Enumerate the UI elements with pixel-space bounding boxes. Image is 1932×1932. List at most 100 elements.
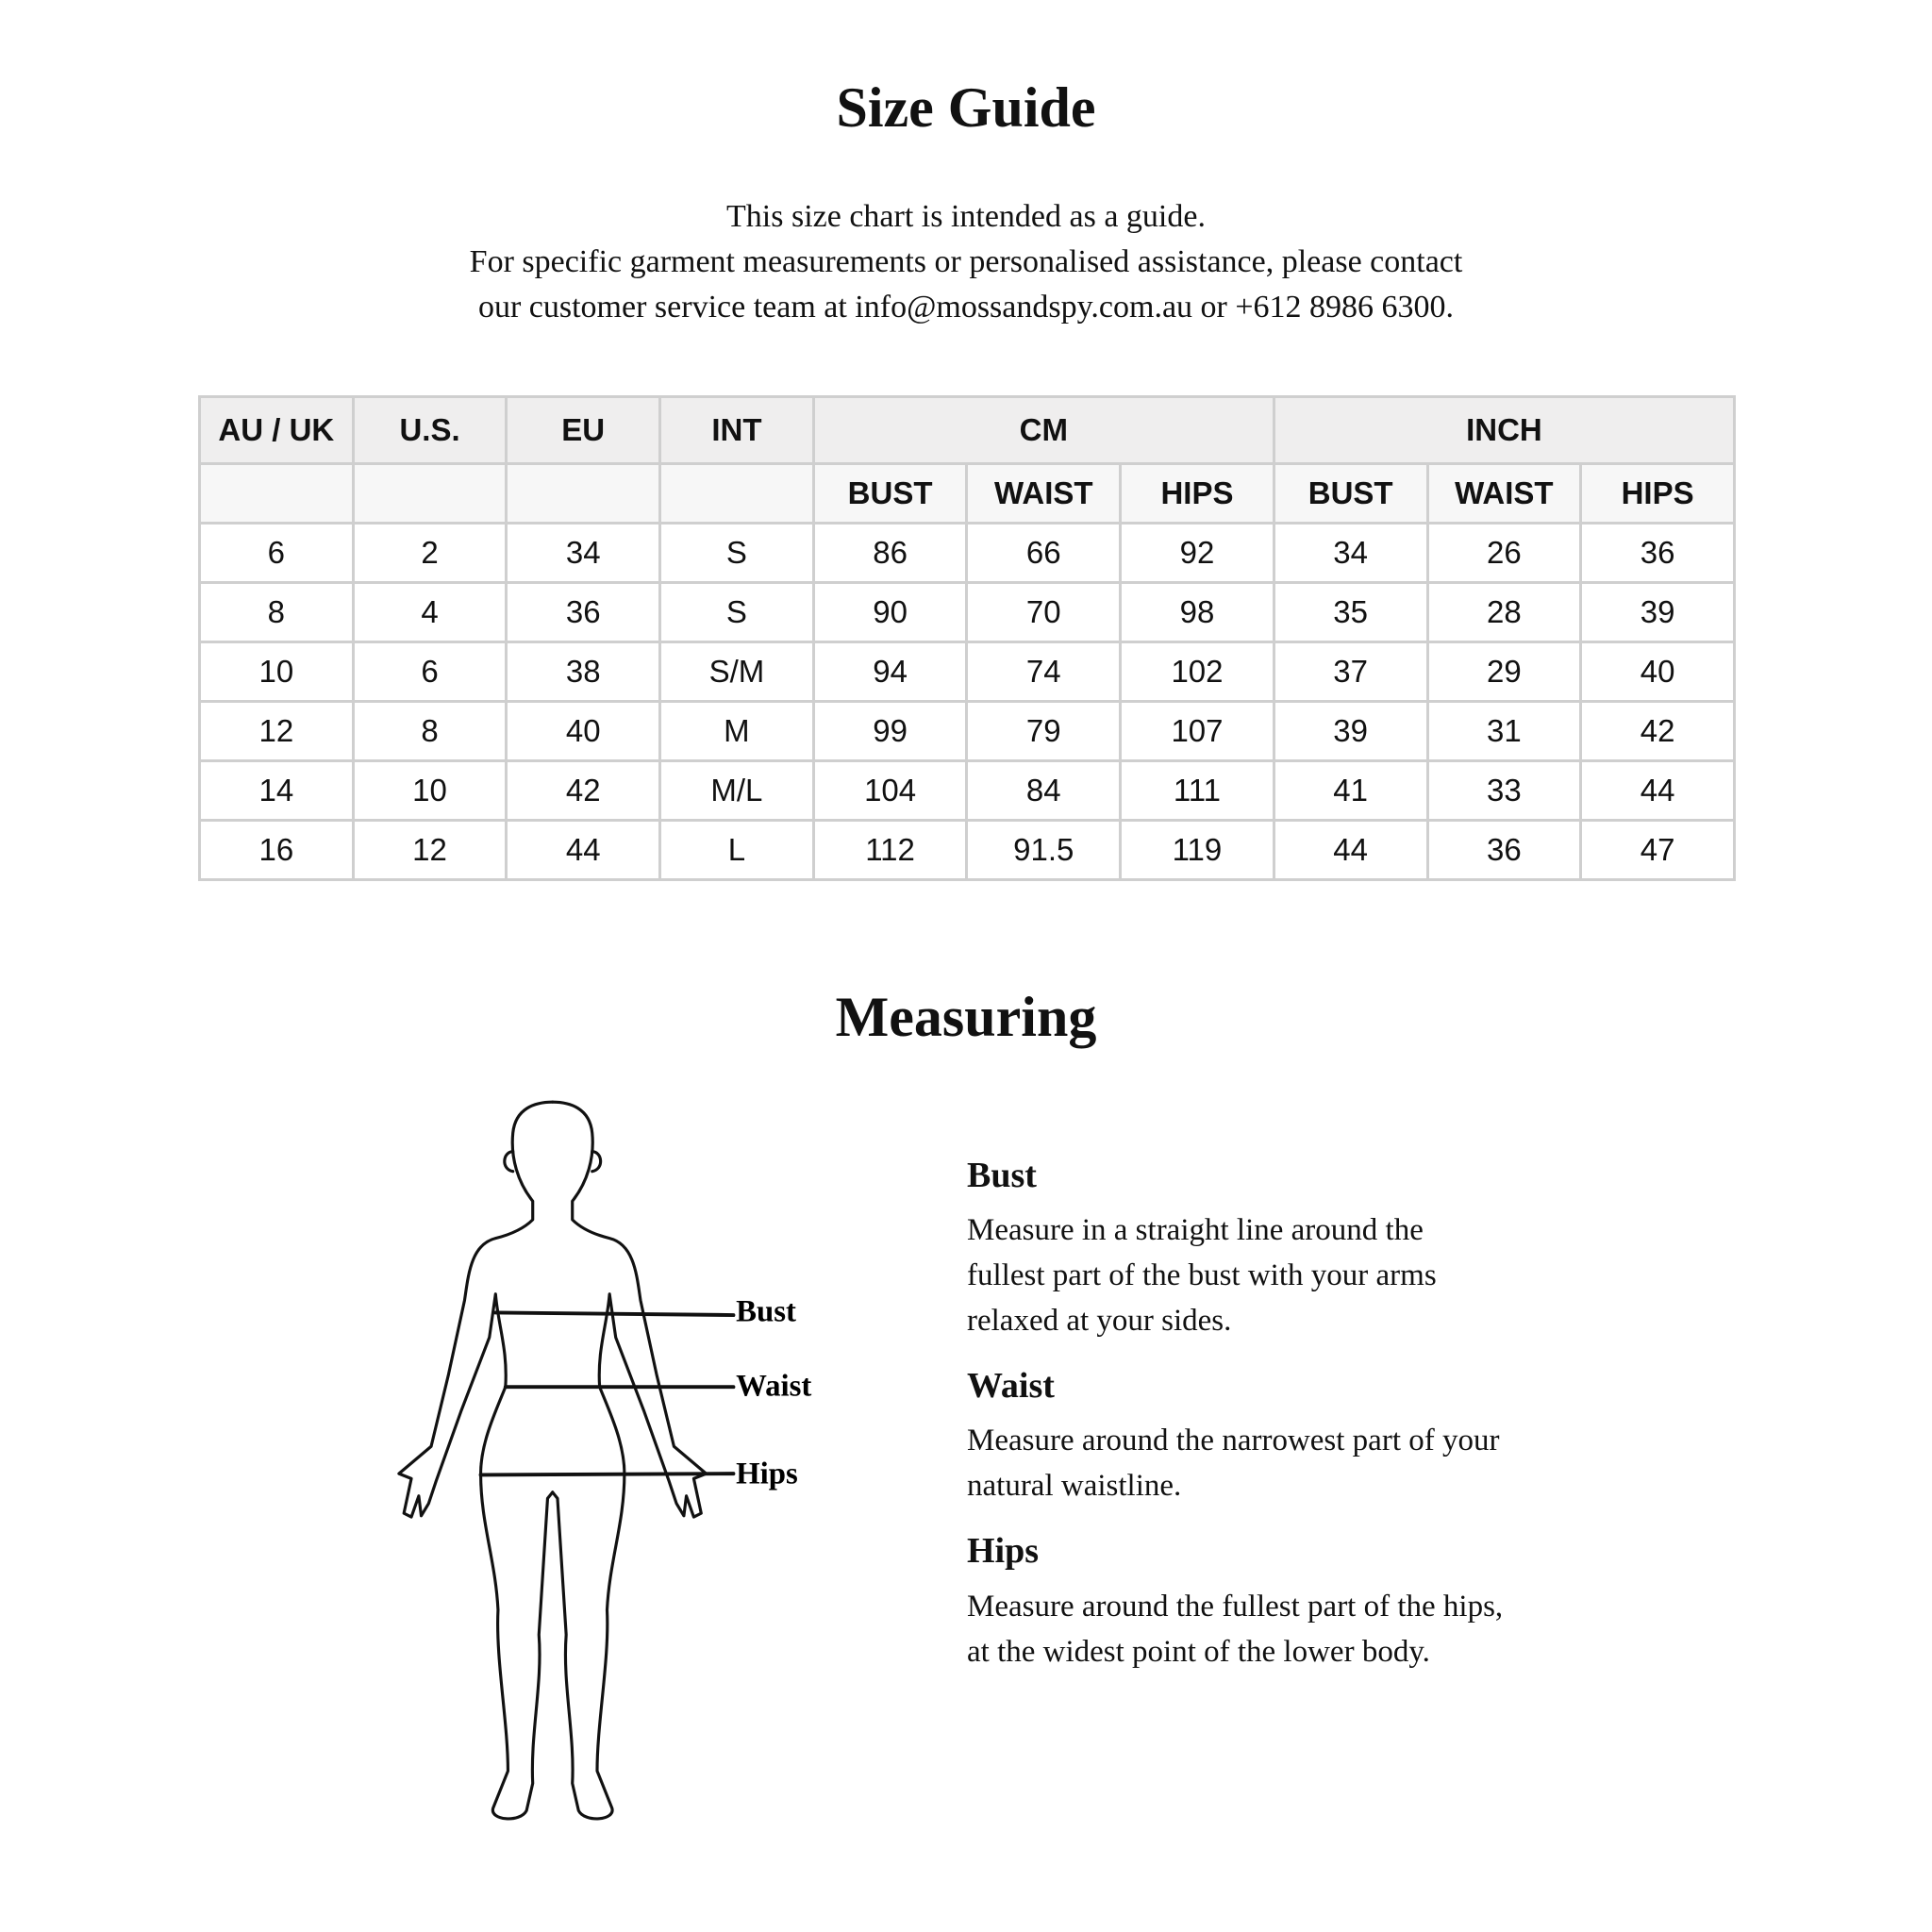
table-cell: 102 [1119, 641, 1275, 703]
table-cell: 79 [965, 700, 1123, 762]
table-cell: 33 [1425, 759, 1583, 822]
size-table: AU / UK U.S. EU INT CM INCH BUST WAIST H… [198, 395, 1737, 881]
subheader-inch-waist: WAIST [1425, 462, 1583, 525]
figure-label-waist: Waist [736, 1369, 811, 1403]
table-cell: 47 [1579, 819, 1736, 881]
table-row: 14 10 42 M/L 104 84 111 41 33 44 [198, 759, 1736, 822]
table-cell: 92 [1119, 522, 1275, 584]
table-cell: M/L [658, 759, 815, 822]
waist-description: Measure around the narrowest part of you… [967, 1418, 1627, 1508]
table-cell: 74 [965, 641, 1123, 703]
table-cell: S/M [658, 641, 815, 703]
table-cell: 2 [351, 522, 508, 584]
table-cell: 99 [811, 700, 969, 762]
table-cell: 28 [1425, 581, 1583, 643]
table-row: 16 12 44 L 112 91.5 119 44 36 47 [198, 819, 1736, 881]
table-cell: 104 [811, 759, 969, 822]
table-cell: 4 [351, 581, 508, 643]
subheader-cm-waist: WAIST [965, 462, 1123, 525]
table-cell: 111 [1119, 759, 1275, 822]
subheader-cm-hips: HIPS [1119, 462, 1275, 525]
table-cell: S [658, 522, 815, 584]
subheader-cm-bust: BUST [811, 462, 969, 525]
text-line: at the widest point of the lower body. [967, 1635, 1430, 1669]
table-cell: 44 [1272, 819, 1429, 881]
table-row: 8 4 36 S 90 70 98 35 28 39 [198, 581, 1736, 643]
body-figure: Bust Waist Hips [397, 1100, 811, 1821]
table-cell: 66 [965, 522, 1123, 584]
header-cm: CM [811, 395, 1275, 465]
table-cell: 94 [811, 641, 969, 703]
intro-text: This size chart is intended as a guide. … [0, 194, 1932, 330]
table-cell: 36 [1425, 819, 1583, 881]
text-line: Measure in a straight line around the [967, 1213, 1424, 1247]
table-cell: 16 [198, 819, 355, 881]
text-line: Measure around the narrowest part of you… [967, 1424, 1500, 1457]
header-us: U.S. [351, 395, 508, 465]
table-cell: M [658, 700, 815, 762]
body-outline-left [397, 1100, 555, 1821]
table-cell: 37 [1272, 641, 1429, 703]
measuring-title: Measuring [835, 986, 1097, 1048]
table-cell: 40 [505, 700, 662, 762]
intro-line: This size chart is intended as a guide. [726, 199, 1206, 234]
table-cell: 8 [351, 700, 508, 762]
table-row: 6 2 34 S 86 66 92 34 26 36 [198, 522, 1736, 584]
table-cell: 41 [1272, 759, 1429, 822]
waist-heading: Waist [967, 1366, 1055, 1406]
hips-heading: Hips [967, 1531, 1040, 1571]
table-cell: 34 [505, 522, 662, 584]
table-cell: 12 [351, 819, 508, 881]
table-cell: 107 [1119, 700, 1275, 762]
text-line: Measure around the fullest part of the h… [967, 1590, 1504, 1624]
table-cell: 98 [1119, 581, 1275, 643]
table-cell: 39 [1272, 700, 1429, 762]
table-cell: 26 [1425, 522, 1583, 584]
text-line: relaxed at your sides. [967, 1304, 1232, 1338]
intro-line: For specific garment measurements or per… [469, 244, 1463, 279]
header-int: INT [658, 395, 815, 465]
empty-subheader [351, 462, 508, 525]
table-cell: 86 [811, 522, 969, 584]
table-cell: 42 [505, 759, 662, 822]
table-cell: 31 [1425, 700, 1583, 762]
table-cell: 14 [198, 759, 355, 822]
text-line: fullest part of the bust with your arms [967, 1258, 1437, 1292]
table-cell: 38 [505, 641, 662, 703]
table-cell: S [658, 581, 815, 643]
table-row: 12 8 40 M 99 79 107 39 31 42 [198, 700, 1736, 762]
table-cell: 8 [198, 581, 355, 643]
body-outline-right [551, 1100, 708, 1821]
table-cell: 84 [965, 759, 1123, 822]
subheader-inch-bust: BUST [1272, 462, 1429, 525]
table-cell: 112 [811, 819, 969, 881]
table-cell: 42 [1579, 700, 1736, 762]
table-cell: 119 [1119, 819, 1275, 881]
table-cell: 36 [1579, 522, 1736, 584]
bust-description: Measure in a straight line around the fu… [967, 1208, 1627, 1343]
header-inch: INCH [1272, 395, 1737, 465]
table-cell: 40 [1579, 641, 1736, 703]
empty-subheader [198, 462, 355, 525]
table-cell: 36 [505, 581, 662, 643]
empty-subheader [505, 462, 662, 525]
table-cell: 10 [351, 759, 508, 822]
header-eu: EU [505, 395, 662, 465]
table-cell: 34 [1272, 522, 1429, 584]
header-au-uk: AU / UK [198, 395, 355, 465]
table-row: 10 6 38 S/M 94 74 102 37 29 40 [198, 641, 1736, 703]
table-cell: 44 [1579, 759, 1736, 822]
table-cell: 39 [1579, 581, 1736, 643]
table-cell: 35 [1272, 581, 1429, 643]
table-cell: 70 [965, 581, 1123, 643]
table-cell: 6 [198, 522, 355, 584]
table-cell: 12 [198, 700, 355, 762]
hips-description: Measure around the fullest part of the h… [967, 1584, 1627, 1674]
text-line: natural waistline. [967, 1469, 1182, 1503]
subheader-inch-hips: HIPS [1579, 462, 1736, 525]
table-cell: 10 [198, 641, 355, 703]
figure-label-hips: Hips [736, 1457, 798, 1491]
table-cell: 44 [505, 819, 662, 881]
bust-line [493, 1310, 736, 1318]
table-cell: 6 [351, 641, 508, 703]
